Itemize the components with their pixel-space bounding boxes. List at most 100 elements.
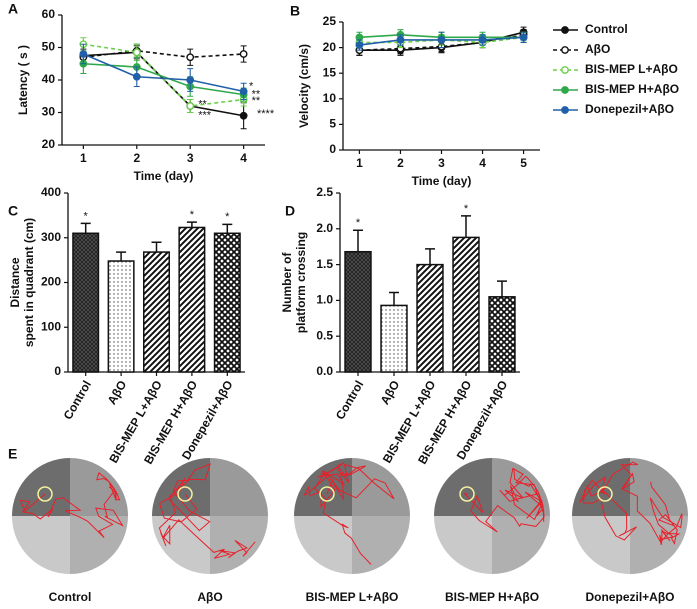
x-tick-label: 4 — [479, 156, 486, 170]
y-tick-label: 0.5 — [316, 328, 333, 342]
quadrant — [12, 516, 70, 574]
series-line — [83, 51, 244, 117]
y-axis-label: platform crossing — [294, 232, 308, 333]
data-point — [239, 111, 248, 120]
bar — [107, 260, 135, 373]
y-tick-label: 20 — [323, 40, 337, 54]
y-axis-label: Distance — [8, 257, 22, 307]
quadrant — [352, 516, 410, 574]
data-point — [186, 102, 195, 110]
tank-label: Control — [49, 590, 92, 604]
data-point — [186, 76, 195, 84]
x-tick-label: 4 — [240, 151, 247, 165]
legend-label: AβO — [585, 42, 610, 56]
platform — [459, 486, 475, 502]
data-point — [239, 87, 248, 96]
swim-path — [303, 462, 395, 565]
quadrant — [434, 458, 492, 516]
y-tick-label: 0 — [329, 142, 336, 156]
swim-path — [579, 461, 683, 545]
significance: ** — [252, 95, 261, 107]
data-point — [79, 50, 88, 58]
y-tick-label: 5 — [329, 117, 336, 131]
y-tick-label: 0 — [54, 364, 61, 378]
error-bar — [353, 229, 363, 252]
platform — [597, 486, 613, 502]
x-tick-label: 3 — [187, 151, 194, 165]
bar — [380, 304, 408, 373]
platform — [319, 486, 335, 502]
data-point — [186, 53, 195, 62]
series-line — [83, 49, 244, 59]
panel-label: D — [285, 203, 295, 219]
bar — [452, 236, 480, 373]
x-tick-label: 1 — [80, 151, 87, 165]
swim-tank — [294, 458, 410, 574]
data-point — [132, 72, 141, 81]
y-tick-label: 2.0 — [316, 221, 333, 235]
significance: * — [84, 210, 89, 222]
y-tick-label: 25 — [323, 14, 337, 28]
x-tick-label: 5 — [520, 156, 527, 170]
y-tick-label: 300 — [41, 230, 61, 244]
quadrant — [70, 458, 128, 516]
swim-tank — [12, 458, 128, 574]
significance: * — [356, 217, 361, 229]
tank-label: BIS-MEP H+AβO — [445, 590, 539, 604]
y-tick-label: 60 — [42, 7, 56, 21]
y-tick-label: 1.0 — [316, 293, 333, 307]
legend-marker — [561, 66, 569, 74]
bar — [488, 296, 516, 373]
quadrant — [572, 516, 630, 574]
x-tick-label: 2 — [397, 156, 404, 170]
significance: ** — [252, 89, 261, 101]
error-bar — [461, 215, 471, 238]
series-line — [83, 43, 244, 107]
bar — [416, 263, 444, 373]
significance: * — [249, 80, 254, 92]
error-bar — [222, 223, 233, 234]
x-tick-label: Control — [61, 378, 94, 422]
data-point — [478, 36, 487, 44]
y-axis-label: Number of — [280, 251, 294, 312]
quadrant — [12, 458, 70, 516]
quadrant — [434, 516, 492, 574]
swim-path — [19, 471, 124, 538]
data-point — [132, 48, 141, 57]
error-bar — [186, 221, 197, 228]
quadrant — [70, 516, 128, 574]
legend-marker — [561, 106, 569, 114]
error-bar — [80, 222, 91, 234]
swim-path — [158, 463, 256, 559]
legend-label: Control — [585, 22, 628, 36]
y-axis-label: Velocity (cm/s) — [297, 44, 311, 128]
bar — [143, 251, 170, 373]
y-tick-label: 20 — [42, 137, 56, 151]
bar — [213, 232, 241, 373]
x-tick-label: 2 — [133, 151, 140, 165]
data-point — [355, 41, 364, 49]
legend-marker — [561, 86, 569, 94]
series-line — [83, 53, 244, 93]
significance: * — [225, 211, 230, 223]
significance: **** — [257, 108, 275, 120]
significance: ** — [198, 98, 207, 110]
panel-label: E — [8, 446, 17, 462]
x-axis-label: Time (day) — [412, 174, 472, 188]
x-tick-label: Control — [333, 378, 366, 422]
bar — [344, 250, 372, 373]
error-bar — [389, 291, 399, 306]
swim-tank — [434, 458, 550, 574]
legend-label: BIS-MEP L+AβO — [585, 62, 678, 76]
tank-label: AβO — [197, 590, 222, 604]
quadrant — [572, 458, 630, 516]
y-tick-label: 30 — [42, 105, 56, 119]
legend-marker — [561, 26, 569, 34]
x-tick-label: AβO — [105, 378, 130, 407]
platform — [37, 486, 53, 502]
legend-marker — [561, 46, 569, 54]
y-tick-label: 2.5 — [316, 185, 333, 199]
error-bar — [116, 251, 127, 262]
y-tick-label: 1.5 — [316, 257, 333, 271]
